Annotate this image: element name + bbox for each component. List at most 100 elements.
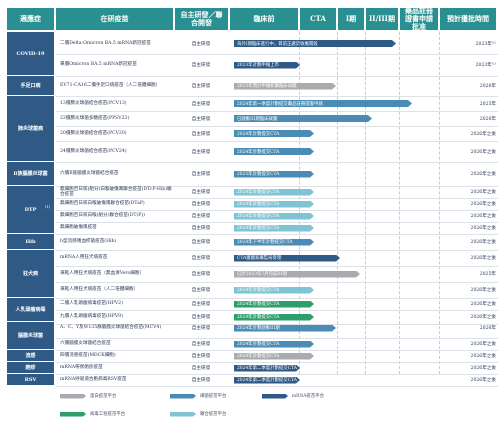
candidate-name: mRNA呼吸道合胞病毒RSV疫苗 bbox=[60, 377, 127, 383]
row-divider bbox=[56, 374, 498, 375]
candidate-name: 六價腦膜炎球菌結合疫苗 bbox=[60, 341, 111, 347]
divider-approval bbox=[399, 32, 400, 374]
indication-menb: B族腦膜炎球菌 bbox=[7, 162, 54, 186]
indication-rsv: RSV bbox=[7, 374, 54, 386]
rd-type: 自主研發 bbox=[191, 214, 211, 219]
candidate-name: 九價人乳頭瘤病毒疫苗(HPV9) bbox=[60, 314, 123, 320]
rd-type: 自主研發 bbox=[191, 272, 211, 277]
row-divider bbox=[56, 310, 498, 311]
rd-type: 自主研發 bbox=[191, 378, 211, 383]
expected-approval: 2026年之後 bbox=[470, 131, 496, 137]
expected-approval: 2025年 bbox=[479, 272, 496, 277]
candidate-name: 24價肺炎球菌結合疫苗(PCV24) bbox=[60, 148, 127, 154]
progress-bar: 2023年計劃申報上市 bbox=[234, 62, 300, 69]
row-divider bbox=[56, 186, 498, 187]
expected-approval: 2026年之後 bbox=[470, 214, 496, 219]
candidate-name: 六價B族腦膜炎球菌結合疫苗 bbox=[60, 171, 119, 177]
header-phase1: I期 bbox=[338, 8, 364, 30]
expected-approval: 2026年之後 bbox=[470, 172, 496, 177]
progress-bar: 2023年預計申報新藥臨床試驗 bbox=[234, 83, 336, 90]
candidate-name: mRNA帶狀皰疹疫苗 bbox=[60, 365, 103, 371]
legend-viral-swatch bbox=[60, 412, 86, 417]
row-divider bbox=[56, 222, 498, 223]
rd-type: 自主研發 bbox=[191, 326, 211, 331]
candidate-name: 無細胞百日咳白喉破傷風聯合疫苗(DTaP) bbox=[60, 201, 145, 207]
candidate-name: 無細胞破傷風疫苗 bbox=[60, 225, 97, 231]
row-divider bbox=[56, 54, 498, 55]
header-candidate: 在研疫苗 bbox=[56, 8, 173, 30]
legend-bacterial-swatch bbox=[170, 394, 196, 399]
rd-type: 自主研發 bbox=[191, 354, 211, 359]
row-divider bbox=[56, 266, 498, 267]
row-divider bbox=[56, 338, 498, 339]
rd-type: 自主研發 bbox=[191, 256, 211, 261]
candidate-name: 凍乾人用狂犬病疫苗（人二倍體細胞） bbox=[60, 287, 139, 293]
legend-mrna: mRNA疫苗平台 bbox=[262, 393, 324, 399]
progress-bar: 2024年計劃提交CTA bbox=[234, 287, 314, 294]
expected-approval: 2026年之後 bbox=[470, 378, 496, 383]
expected-approval: 2026年之後 bbox=[470, 240, 496, 245]
candidate-name: b型流感嗜血桿菌疫苗(Hib) bbox=[60, 239, 117, 245]
row-divider bbox=[56, 198, 498, 199]
legend-combination: 聯合疫苗平台 bbox=[170, 411, 226, 417]
legend-mrna-label: mRNA疫苗平台 bbox=[292, 394, 325, 399]
header-cta: CTA bbox=[300, 8, 336, 30]
rd-type: 自主研發 bbox=[191, 288, 211, 293]
header-milestone: 預計獲批時間 bbox=[440, 8, 496, 30]
row-divider bbox=[56, 76, 498, 77]
header-rd: 自主研發／聯合開發 bbox=[175, 8, 228, 30]
candidate-name: mRNA人用狂犬病疫苗 bbox=[60, 255, 108, 261]
progress-bar: 2024年計劃提交CTA bbox=[234, 353, 314, 360]
legend-combination-swatch bbox=[170, 412, 196, 417]
expected-approval: 2026年之後 bbox=[470, 256, 496, 261]
legend-protein-label: 蛋白疫苗平台 bbox=[90, 394, 117, 399]
rd-type: 自主研發 bbox=[191, 226, 211, 231]
progress-bar: 2024年計劃提交CTA bbox=[234, 301, 314, 308]
expected-approval: 2026年 bbox=[479, 116, 496, 122]
rd-type: 自主研發 bbox=[191, 116, 211, 122]
legend-combination-label: 聯合疫苗平台 bbox=[200, 412, 227, 417]
legend-viral: 病毒工程疫苗平台 bbox=[60, 411, 125, 417]
legend-protein-swatch bbox=[60, 394, 86, 399]
candidate-name: 23價肺炎球菌多糖疫苗(PPSV23) bbox=[60, 115, 130, 121]
progress-bar: 2024年第二季度計劃提交CTA bbox=[234, 377, 300, 384]
rd-type: 自主研發 bbox=[191, 172, 211, 177]
expected-approval: 2026年之後 bbox=[470, 190, 496, 195]
row-divider bbox=[56, 111, 498, 112]
candidate-name: EV71-CA16二價手足口病疫苗（人二倍體細胞） bbox=[60, 83, 161, 89]
indication-dtp: DTP bbox=[7, 186, 54, 234]
indication-hpv: 人乳頭瘤病毒 bbox=[7, 298, 54, 322]
progress-bar: 2024年計劃提交CTA bbox=[234, 341, 314, 348]
rd-type: 自主研發 bbox=[191, 342, 211, 347]
row-divider bbox=[56, 126, 498, 127]
progress-bar: 2024年下半年計劃提交CTA bbox=[234, 239, 314, 246]
row-divider bbox=[56, 362, 498, 363]
header-approval: 藥品註冊證書申請批准 bbox=[400, 7, 438, 31]
row-divider bbox=[56, 386, 498, 387]
progress-bar: 2024年第一季度計劃提交藥品註冊證書申請 bbox=[234, 100, 412, 107]
indication-herpes: 皰疹 bbox=[7, 362, 54, 374]
expected-approval: 2025年 bbox=[479, 101, 496, 107]
indication-meningococcal: 腦膜炎球菌 bbox=[7, 322, 54, 350]
divider-phase23 bbox=[365, 32, 366, 374]
progress-bar: 2024年計劃啟動III期 bbox=[234, 325, 336, 332]
indication-pneumococcal: 肺炎球菌病 bbox=[7, 96, 54, 162]
rd-type: 自主研發 bbox=[191, 41, 211, 47]
expected-approval: 2026年之後 bbox=[470, 226, 496, 231]
candidate-name: 無細胞百日咳(組分)白喉破傷風聯合疫苗(DTcP-Hib)聯合疫苗 bbox=[60, 186, 172, 197]
header-phase23: II/III期 bbox=[366, 8, 398, 30]
expected-approval: 2026年之後 bbox=[470, 302, 496, 307]
expected-approval: 2026年之後 bbox=[470, 366, 496, 371]
indication-hib: Hib bbox=[7, 234, 54, 250]
legend-protein: 蛋白疫苗平台 bbox=[60, 393, 116, 399]
indication-column: COVID-19 手足口病 肺炎球菌病 B族腦膜炎球菌 DTP Hib 狂犬病 … bbox=[7, 32, 54, 374]
candidate-name: 二價人乳頭瘤病毒疫苗(HPV2) bbox=[60, 301, 123, 307]
legend-bacterial-label: 細菌疫苗平台 bbox=[200, 394, 227, 399]
rd-type: 自主研發 bbox=[191, 131, 211, 137]
rd-type: 自主研發 bbox=[191, 302, 211, 307]
progress-bar: 2024年計劃提交CTA bbox=[234, 314, 314, 321]
progress-bar: 2024年第二季度計劃提交CTA bbox=[234, 365, 300, 372]
expected-approval: 2023年⁽¹⁾ bbox=[475, 41, 496, 47]
rd-type: 自主研發 bbox=[191, 240, 211, 245]
expected-approval: 2026年之後 bbox=[470, 342, 496, 347]
